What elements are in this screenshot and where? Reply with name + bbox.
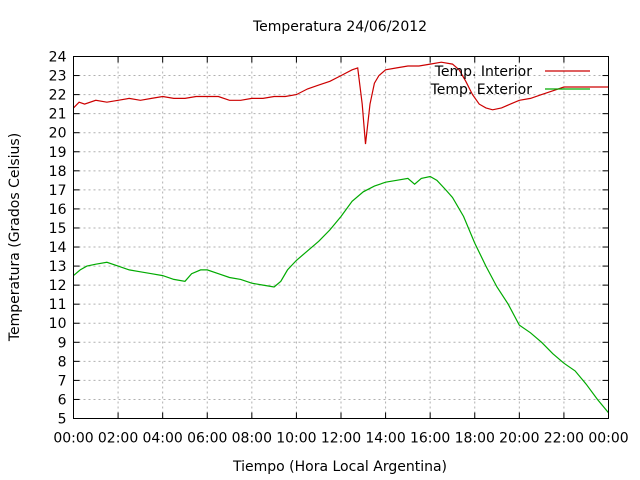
x-tick-label: 20:00: [499, 431, 539, 447]
plot-frame: [73, 56, 609, 419]
y-tick-label: 16: [49, 202, 67, 218]
x-tick-label: 22:00: [544, 431, 584, 447]
series-line-interior: [73, 61, 609, 145]
x-tick-labels: 00:00 02:00 04:00 06:00 08:00 10:00 12:00 14:00…: [53, 431, 628, 447]
y-tick-label: 24: [49, 50, 67, 66]
y-tick-label: 10: [49, 316, 67, 332]
y-tick-label: 8: [58, 354, 67, 370]
x-tick-label: 00:00: [588, 431, 628, 447]
y-axis-label: Temperatura (Grados Celsius): [7, 133, 23, 342]
y-tick-label: 19: [49, 145, 67, 161]
x-tick-label: 12:00: [321, 431, 361, 447]
y-tick-label: 20: [49, 126, 67, 142]
y-tick-label: 5: [58, 412, 67, 428]
x-tick-label: 14:00: [365, 431, 405, 447]
y-tick-label: 17: [49, 183, 67, 199]
x-tick-label: 02:00: [98, 431, 138, 447]
series-line-exterior: [73, 175, 609, 414]
x-axis-label: Tiempo (Hora Local Argentina): [232, 459, 447, 475]
legend: Temp. Interior Temp. Exterior: [430, 64, 590, 98]
x-tick-label: 10:00: [276, 431, 316, 447]
y-tick-label: 15: [49, 221, 67, 237]
y-tick-labels: 5 6 7 8 9 10 11 12 13 14 15 16 17 18 19 20 21 22 23 24: [49, 50, 67, 428]
series-lines: [73, 61, 609, 414]
legend-label: Temp. Exterior: [430, 82, 533, 98]
y-tick-label: 6: [58, 392, 67, 408]
y-tick-label: 23: [49, 69, 67, 85]
x-tick-label: 06:00: [187, 431, 227, 447]
y-tick-label: 12: [49, 278, 67, 294]
chart-title: Temperatura 24/06/2012: [252, 19, 427, 35]
x-tick-label: 04:00: [142, 431, 182, 447]
y-tick-label: 7: [58, 373, 67, 389]
y-tick-label: 9: [58, 335, 67, 351]
y-tick-label: 21: [49, 107, 67, 123]
x-tick-label: 18:00: [455, 431, 495, 447]
y-tick-label: 22: [49, 88, 67, 104]
x-tick-label: 16:00: [410, 431, 450, 447]
y-tick-label: 13: [49, 259, 67, 275]
legend-label: Temp. Interior: [434, 64, 533, 80]
x-tick-label: 00:00: [53, 431, 93, 447]
y-tick-label: 18: [49, 164, 67, 180]
y-tick-label: 14: [49, 240, 67, 256]
x-tick-label: 08:00: [232, 431, 272, 447]
grid-lines: [73, 56, 609, 419]
y-tick-label: 11: [49, 297, 67, 313]
